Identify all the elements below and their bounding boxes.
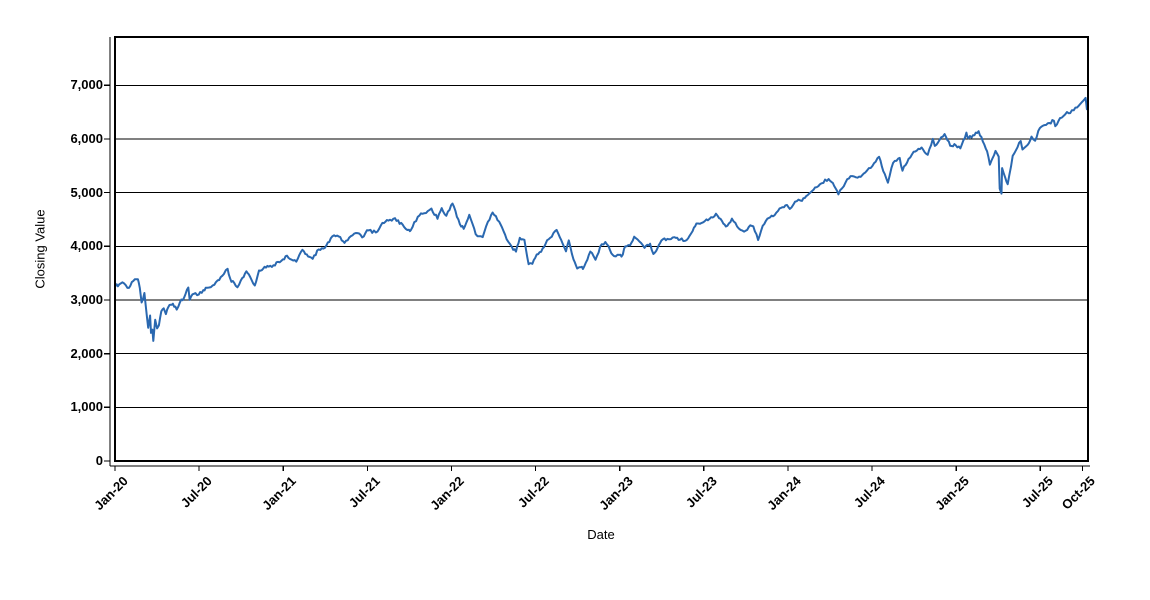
- plot-frame: [114, 36, 1089, 462]
- y-tick-label: 4,000: [70, 238, 103, 254]
- y-tick-label: 2,000: [70, 345, 103, 361]
- y-tick-label: 5,000: [70, 184, 103, 200]
- y-tick-label: 6,000: [70, 130, 103, 146]
- y-tick-label: 3,000: [70, 291, 103, 307]
- x-axis-title: Date: [587, 527, 615, 542]
- y-tick-label: 7,000: [70, 77, 103, 93]
- y-tick-label: 0: [95, 453, 103, 468]
- closing-value-line: [114, 96, 1089, 342]
- y-tick-label: 1,000: [70, 399, 103, 415]
